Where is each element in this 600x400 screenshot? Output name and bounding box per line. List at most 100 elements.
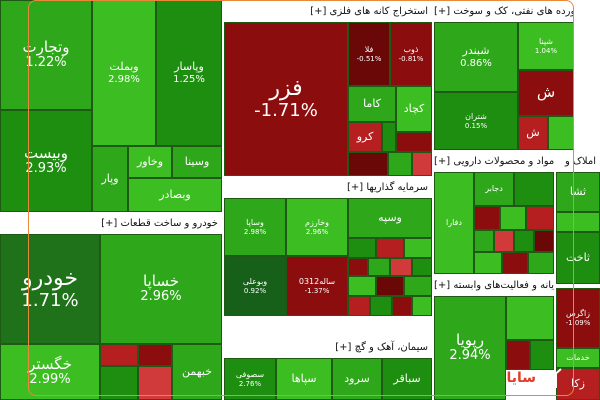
tile-pct: 2.99% xyxy=(29,372,71,388)
tile-khsapa[interactable]: خساپا 2.96% xyxy=(100,234,222,344)
section-title[interactable]: [+] رایانه و فعالیت‌های وابسته xyxy=(434,278,554,294)
tile-vsina[interactable]: وسینا xyxy=(172,146,222,178)
tile-invest-s6[interactable] xyxy=(390,258,412,276)
tile-invest-s2[interactable] xyxy=(376,238,404,258)
tile-saleh[interactable]: ساله0312 -1.37% xyxy=(286,256,348,316)
section-title[interactable]: [+] سرمایه گذاریها xyxy=(224,180,432,196)
tile-invest-s8[interactable] xyxy=(348,276,376,296)
tile-ph-s11[interactable] xyxy=(528,252,554,274)
tile-pct: 1.71% xyxy=(21,290,79,312)
tile-djaber[interactable]: دجابر xyxy=(474,172,514,206)
tile-invest-s9[interactable] xyxy=(376,276,404,296)
tile-invest-s10[interactable] xyxy=(404,276,432,296)
tile-name: کرو xyxy=(356,129,374,143)
section-title[interactable]: املاک و xyxy=(556,154,600,170)
tile-invest-s3[interactable] xyxy=(404,238,432,258)
tile-shbandar[interactable]: شبندر 0.86% xyxy=(434,22,518,92)
section-title[interactable]: [+] مواد و محصولات دارویی xyxy=(434,154,554,170)
tile-vkhavar[interactable]: وخاور xyxy=(128,146,172,178)
tile-small-1[interactable] xyxy=(100,344,138,366)
tile-tkht[interactable]: ثاخت xyxy=(556,232,600,284)
tile-ph-s5[interactable] xyxy=(474,230,494,252)
tile-zaka[interactable]: زکا xyxy=(556,368,600,400)
tile-khbahman[interactable]: خبهمن xyxy=(172,344,222,400)
tile-name: سرود xyxy=(344,371,370,385)
tile-sofi[interactable]: سصوفی 2.76% xyxy=(224,358,276,400)
tile-vtejarat[interactable]: وتجارت 1.22% xyxy=(0,0,92,110)
tile-zob[interactable]: ذوب -0.81% xyxy=(390,22,432,86)
tile-fola[interactable]: فلا -0.51% xyxy=(348,22,390,86)
tile-right-s1[interactable] xyxy=(556,212,600,232)
tile-khgostar[interactable]: خگستر 2.99% xyxy=(0,344,100,400)
section-title[interactable]: [+] خودرو و ساخت قطعات xyxy=(0,216,222,232)
tile-shtran[interactable]: شتران 0.15% xyxy=(434,92,518,150)
tile-khadamat[interactable]: خدمات xyxy=(556,348,600,368)
section-title[interactable]: [+] فراورده های نفتی، کک و سوخت xyxy=(434,4,574,20)
tile-invest-s4[interactable] xyxy=(348,258,368,276)
section-title[interactable]: [+] استخراج کانه های فلزی xyxy=(224,4,432,20)
tile-invest-s7[interactable] xyxy=(412,258,432,276)
tile-ref-s1[interactable] xyxy=(548,116,574,150)
tile-it-s2[interactable] xyxy=(506,340,530,370)
tile-small-3[interactable] xyxy=(100,366,138,400)
tile-invest-s13[interactable] xyxy=(392,296,412,316)
tile-fezar[interactable]: فزر -1.71% xyxy=(224,22,348,176)
tile-vbsader[interactable]: وبصادر xyxy=(128,178,222,212)
tile-ph-s8[interactable] xyxy=(534,230,554,252)
tile-it-s3[interactable] xyxy=(530,340,554,370)
tile-ph-s3[interactable] xyxy=(500,206,526,230)
section-refinery: [+] فراورده های نفتی، کک و سوخت شبندر 0.… xyxy=(434,4,574,150)
tile-karo[interactable]: کرو xyxy=(348,122,382,152)
tile-invest-s12[interactable] xyxy=(370,296,392,316)
tile-pct: 2.93% xyxy=(25,161,67,177)
tile-ph-s1[interactable] xyxy=(514,172,554,206)
tile-name: وساپا xyxy=(246,218,264,228)
tile-dfara[interactable]: دفارا xyxy=(434,172,474,274)
tile-tsha[interactable]: ثشا xyxy=(556,172,600,212)
section-title[interactable]: [+] سیمان، آهک و گچ xyxy=(224,340,432,356)
tile-sh-2[interactable]: ش xyxy=(518,116,548,150)
tile-ph-s4[interactable] xyxy=(526,206,554,230)
tile-vpasar[interactable]: وپاسار 1.25% xyxy=(156,0,222,146)
tile-sbagher[interactable]: سباقر xyxy=(382,358,432,400)
tile-rpooya[interactable]: رپویا 2.94% xyxy=(434,296,506,400)
tile-kchad[interactable]: کچاد xyxy=(396,86,432,132)
tile-name: خگستر xyxy=(28,354,72,373)
tile-vbmelat[interactable]: وبملت 2.98% xyxy=(92,0,156,146)
tile-mines-s2[interactable] xyxy=(396,132,432,152)
tile-mines-s4[interactable] xyxy=(388,152,412,176)
tile-name: وسپه xyxy=(378,210,402,224)
tile-ph-s9[interactable] xyxy=(474,252,502,274)
tile-invest-s14[interactable] xyxy=(412,296,432,316)
tile-ph-s7[interactable] xyxy=(514,230,534,252)
tile-vboali[interactable]: وبوعلی 0.92% xyxy=(224,256,286,316)
tile-vsapa[interactable]: وساپا 2.98% xyxy=(224,198,286,256)
tile-name: ذوب xyxy=(403,45,419,55)
tile-mines-s5[interactable] xyxy=(412,152,432,176)
tile-small-4[interactable] xyxy=(138,366,172,400)
tile-vbist[interactable]: وبیست 2.93% xyxy=(0,110,92,212)
tile-zagros[interactable]: زاگرس -1.09% xyxy=(556,288,600,348)
tile-vpar[interactable]: وپار xyxy=(92,146,128,212)
tile-shpana[interactable]: شپنا 1.04% xyxy=(518,22,574,70)
tile-name: وسینا xyxy=(184,154,210,168)
section-right: املاک و ثشا ثاخت زاگرس -1.09% خدمات زکا xyxy=(556,154,600,400)
tile-khodro[interactable]: خودرو 1.71% xyxy=(0,234,100,344)
tile-invest-s11[interactable] xyxy=(348,296,370,316)
tile-kama[interactable]: کاما xyxy=(348,86,396,122)
tile-sorood[interactable]: سرود xyxy=(332,358,382,400)
tile-mines-s3[interactable] xyxy=(348,152,388,176)
tile-small-2[interactable] xyxy=(138,344,172,366)
tile-invest-s5[interactable] xyxy=(368,258,390,276)
tile-ph-s6[interactable] xyxy=(494,230,514,252)
tile-sepaha[interactable]: سپاها xyxy=(276,358,332,400)
tile-it-s1[interactable] xyxy=(506,296,554,340)
tile-vkharazm[interactable]: وخارزم 2.96% xyxy=(286,198,348,256)
section-it: [+] رایانه و فعالیت‌های وابسته رپویا 2.9… xyxy=(434,278,554,400)
tile-vsepah[interactable]: وسپه xyxy=(348,198,432,238)
tile-mines-s1[interactable] xyxy=(382,122,396,152)
tile-ph-s10[interactable] xyxy=(502,252,528,274)
tile-ph-s2[interactable] xyxy=(474,206,500,230)
tile-invest-s1[interactable] xyxy=(348,238,376,258)
tile-sh-1[interactable]: ش xyxy=(518,70,574,116)
